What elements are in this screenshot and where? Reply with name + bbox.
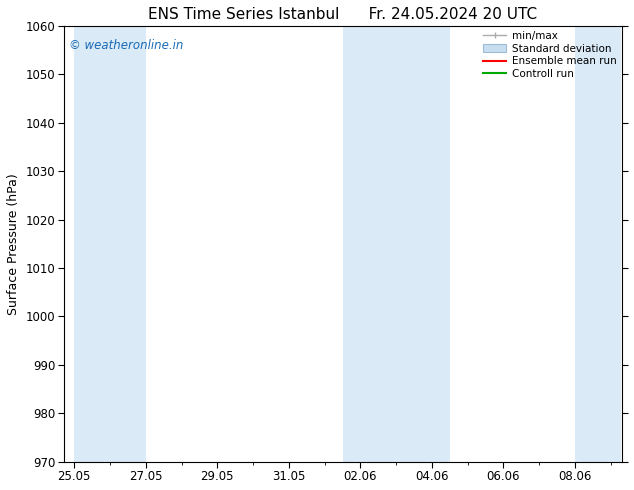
Bar bbox=[74, 26, 146, 462]
Bar bbox=[342, 26, 450, 462]
Legend: min/max, Standard deviation, Ensemble mean run, Controll run: min/max, Standard deviation, Ensemble me… bbox=[481, 29, 618, 81]
Bar bbox=[575, 26, 621, 462]
Title: ENS Time Series Istanbul      Fr. 24.05.2024 20 UTC: ENS Time Series Istanbul Fr. 24.05.2024 … bbox=[148, 7, 537, 22]
Y-axis label: Surface Pressure (hPa): Surface Pressure (hPa) bbox=[7, 173, 20, 315]
Text: © weatheronline.in: © weatheronline.in bbox=[69, 39, 183, 52]
